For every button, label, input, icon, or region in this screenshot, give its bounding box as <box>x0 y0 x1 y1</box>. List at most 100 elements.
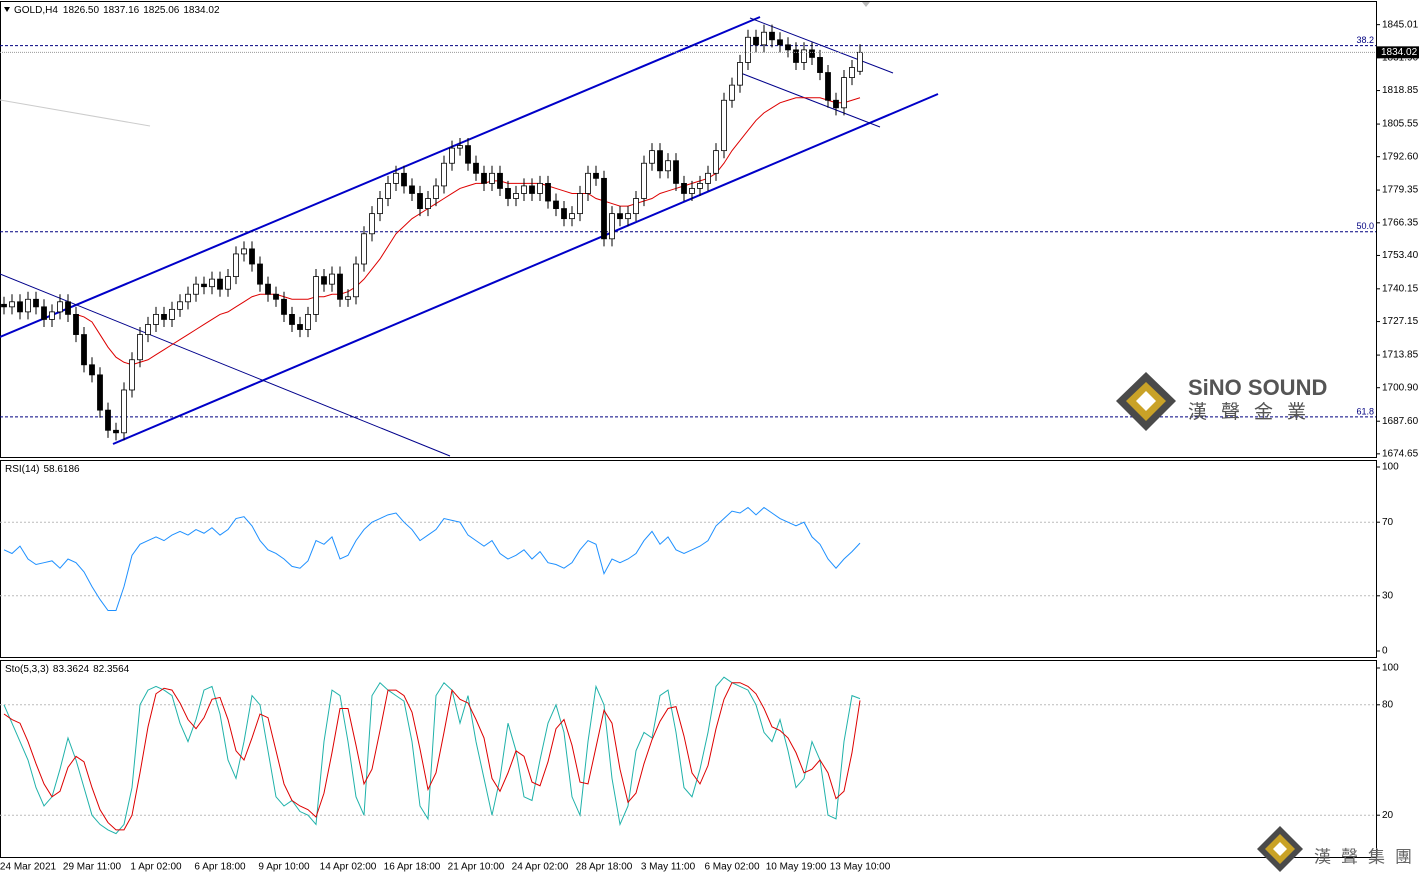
indicator-line <box>3 682 861 831</box>
logo-brand: SiNO SOUND <box>1188 375 1327 400</box>
candle-body <box>281 298 287 315</box>
x-tick-label: 21 Apr 10:00 <box>448 862 505 873</box>
logo: SiNO SOUND 漢聲金業 漢聲集團 <box>1116 372 1422 872</box>
y-tick-label: 100 <box>1382 462 1399 473</box>
candle-body <box>57 301 63 313</box>
stoch-title: Sto(5,3,3) 83.3624 82.3564 <box>5 664 130 675</box>
candle-body <box>353 263 359 298</box>
candle-body <box>337 273 343 300</box>
candle-body <box>673 160 679 184</box>
high-label: 1837.16 <box>103 5 140 16</box>
open-label: 1826.50 <box>63 5 100 16</box>
candle-body <box>329 273 335 285</box>
y-tick-label: 1674.65 <box>1382 448 1419 459</box>
y-tick-label: 30 <box>1382 590 1394 601</box>
candle-body <box>529 185 535 194</box>
candle-body <box>185 293 191 303</box>
x-tick-label: 24 Mar 2021 <box>0 862 57 873</box>
candle-body <box>17 301 23 313</box>
level-label: 38.2 <box>1356 35 1374 45</box>
candle-body <box>121 389 127 434</box>
candle-body <box>561 208 567 220</box>
candle-body <box>321 276 327 285</box>
candle-body <box>857 51 863 72</box>
candle-body <box>153 313 159 325</box>
candle-body <box>545 182 551 202</box>
x-tick-label: 28 Apr 18:00 <box>576 862 633 873</box>
candle-body <box>585 172 591 194</box>
y-tick-label: 0 <box>1382 646 1388 657</box>
candle-body <box>73 313 79 335</box>
x-tick-label: 16 Apr 18:00 <box>384 862 441 873</box>
candle-body <box>105 409 111 431</box>
x-tick-label: 1 Apr 02:00 <box>130 862 182 873</box>
channel-lower <box>112 93 939 445</box>
candle-body <box>161 313 167 320</box>
level-label: 50.0 <box>1356 221 1374 231</box>
y-tick-label: 1740.15 <box>1382 283 1419 294</box>
flag-lower <box>737 71 881 128</box>
y-tick-label: 70 <box>1382 517 1394 528</box>
moving-average <box>75 97 861 366</box>
logo-chinese: 漢聲金業 <box>1188 401 1320 423</box>
indicator-line <box>3 676 861 835</box>
menu-arrow <box>4 7 10 12</box>
candle-body <box>113 429 119 434</box>
candle-body <box>129 359 135 391</box>
candle-body <box>441 162 447 187</box>
candle-body <box>793 49 799 63</box>
y-tick-label: 1779.35 <box>1382 185 1419 196</box>
rsi-title: RSI(14) 58.6186 <box>5 464 80 475</box>
y-tick-label: 80 <box>1382 699 1394 710</box>
candle-body <box>49 311 55 320</box>
candle-body <box>657 150 663 172</box>
logo-diamond-core <box>1136 391 1156 411</box>
candle-body <box>65 301 71 315</box>
pane-frames <box>0 1 1377 858</box>
stoch-main-value: 83.3624 <box>53 664 90 675</box>
candle-body <box>393 172 399 184</box>
candle-body <box>169 308 175 320</box>
candle-body <box>817 57 823 73</box>
candle-body <box>601 177 607 240</box>
candle-body <box>409 185 415 194</box>
x-tick-label: 14 Apr 02:00 <box>320 862 377 873</box>
x-tick-label: 9 Apr 10:00 <box>258 862 310 873</box>
y-tick-label: 1818.85 <box>1382 85 1419 96</box>
candle-body <box>513 193 519 199</box>
candle-body <box>273 293 279 300</box>
y-tick-label: 20 <box>1382 810 1394 821</box>
candle-body <box>649 150 655 164</box>
stoch-name: Sto(5,3,3) <box>5 664 49 675</box>
footer-chinese: 漢聲集團 <box>1314 847 1422 866</box>
candle-body <box>841 77 847 109</box>
candle-body <box>209 278 215 288</box>
candle-body <box>265 283 271 295</box>
candle-body <box>241 248 247 255</box>
last-price-label: 1834.02 <box>1381 47 1418 58</box>
candle-body <box>401 172 407 187</box>
candle-body <box>785 44 791 51</box>
candle-body <box>777 39 783 46</box>
candle-body <box>761 31 767 46</box>
trendline-down <box>0 273 451 457</box>
candle-body <box>489 172 495 184</box>
candle-body <box>313 276 319 315</box>
candle-body <box>497 172 503 189</box>
candle-body <box>697 182 703 189</box>
stoch-pane <box>0 660 1377 858</box>
candle-body <box>569 213 575 220</box>
candle-body <box>593 172 599 179</box>
candle-body <box>769 31 775 41</box>
candle-body <box>681 182 687 194</box>
candle-body <box>249 248 255 265</box>
candle-body <box>713 150 719 174</box>
candle-body <box>89 364 95 376</box>
chart-header: GOLD,H4 1826.50 1837.16 1825.06 1834.02 <box>14 5 220 16</box>
y-tick-label: 1687.60 <box>1382 416 1419 427</box>
candle-body <box>257 263 263 285</box>
candle-body <box>609 213 615 240</box>
candle-body <box>465 145 471 164</box>
candle-body <box>825 72 831 101</box>
y-tick-label: 1700.90 <box>1382 382 1419 393</box>
